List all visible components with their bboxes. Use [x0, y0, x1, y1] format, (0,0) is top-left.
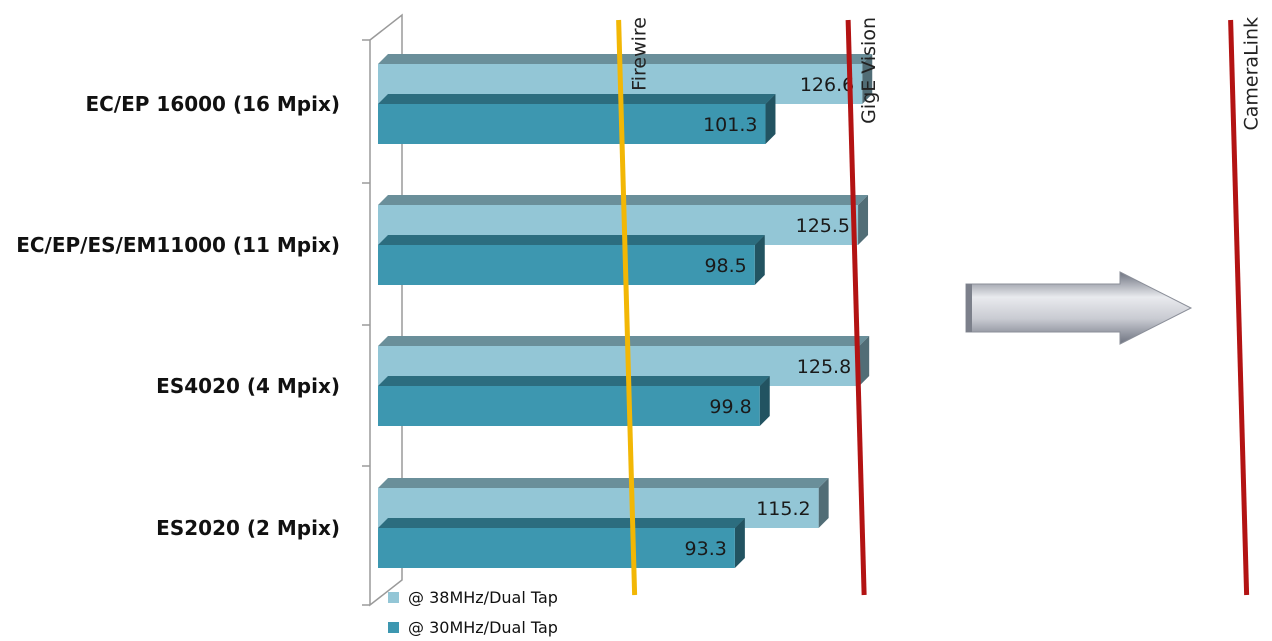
bar-top-face: [378, 235, 765, 245]
bar-value-label: 115.2: [756, 498, 810, 520]
reference-line-firewire: Firewire: [616, 17, 651, 596]
bar-front-face: [378, 528, 735, 568]
bar-top-face: [378, 54, 873, 64]
bar-30mhz: 93.3: [378, 518, 745, 568]
reference-line-gige-vision: GigE Vision: [845, 17, 880, 596]
bar-value-label: 126.6: [800, 74, 854, 96]
bar-value-label: 101.3: [703, 114, 757, 136]
bar-side-face: [859, 336, 870, 386]
bar-side-face: [759, 376, 770, 426]
bar-30mhz: 101.3: [378, 94, 776, 144]
category-label: ES4020 (4 Mpix): [156, 374, 340, 398]
bar-30mhz: 98.5: [378, 235, 765, 285]
arrow-tail-cap: [966, 284, 972, 332]
bar-side-face: [818, 478, 829, 528]
bar-30mhz: 99.8: [378, 376, 770, 426]
legend: @ 38MHz/Dual Tap @ 30MHz/Dual Tap: [388, 588, 558, 637]
category-label: EC/EP 16000 (16 Mpix): [85, 92, 340, 116]
bar-side-face: [858, 195, 869, 245]
category-labels-layer: EC/EP 16000 (16 Mpix) EC/EP/ES/EM11000 (1…: [16, 92, 340, 540]
bar-top-face: [378, 336, 870, 346]
reference-line-label: GigE Vision: [858, 17, 880, 124]
bar-value-label: 125.8: [797, 356, 851, 378]
reference-line-label: Firewire: [629, 17, 651, 91]
reference-line-cameralink: CameraLink: [1228, 17, 1263, 596]
bar-top-face: [378, 518, 745, 528]
bar-value-label: 93.3: [685, 538, 727, 560]
legend-label: @ 38MHz/Dual Tap: [408, 588, 558, 607]
bar-top-face: [378, 478, 829, 488]
bar-side-face: [765, 94, 776, 144]
bar-side-face: [754, 235, 765, 285]
bar-front-face: [378, 104, 766, 144]
bar-top-face: [378, 94, 776, 104]
right-arrow-icon: [965, 271, 1193, 345]
reference-line: [616, 19, 638, 596]
category-label: EC/EP/ES/EM11000 (11 Mpix): [16, 233, 340, 257]
bar-front-face: [378, 386, 760, 426]
category-label: ES2020 (2 Mpix): [156, 516, 340, 540]
bar-side-face: [734, 518, 745, 568]
bar-value-label: 125.5: [796, 215, 850, 237]
legend-swatch: [388, 622, 399, 633]
legend-swatch: [388, 592, 399, 603]
reference-line-label: CameraLink: [1241, 17, 1263, 130]
bar-side-face: [862, 54, 873, 104]
arrow-shape: [965, 271, 1193, 345]
bar-front-face: [378, 245, 755, 285]
axis-frame: [362, 13, 403, 607]
legend-label: @ 30MHz/Dual Tap: [408, 618, 558, 637]
reference-line: [1228, 19, 1250, 596]
bar-value-label: 98.5: [704, 255, 746, 277]
reference-line: [845, 19, 867, 596]
bar-top-face: [378, 376, 770, 386]
axis-wall: [369, 13, 403, 607]
bar-value-label: 99.8: [709, 396, 751, 418]
reference-lines-layer: Firewire GigE Vision CameraLink: [616, 17, 1263, 596]
